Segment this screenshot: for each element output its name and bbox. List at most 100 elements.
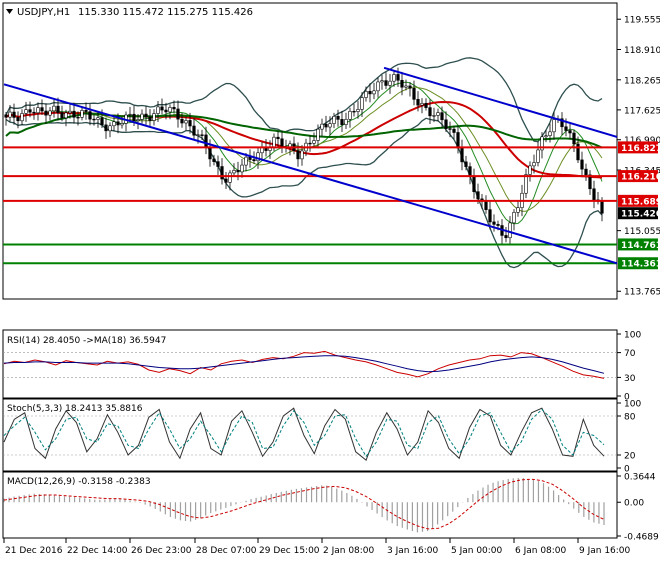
panel-tick-label: -0.4689 [624, 533, 659, 543]
candle-body [16, 117, 20, 122]
candle-body [228, 172, 232, 183]
candle-body [380, 80, 384, 83]
candle-body [60, 112, 64, 119]
candle-body [360, 97, 364, 110]
candle-body [576, 143, 580, 161]
panel-tick-label: 100 [624, 331, 641, 341]
candle-body [484, 200, 488, 210]
rsi-panel-frame [2, 329, 618, 399]
time-tick-label: 3 Jan 16:00 [387, 546, 439, 556]
candle-body [68, 110, 72, 114]
price-tick-label: 117.625 [624, 106, 660, 116]
candle-body [88, 111, 92, 120]
level-price-label-box [618, 170, 658, 183]
ma-medium-green-line [5, 86, 603, 212]
candle-body [400, 79, 404, 88]
candle-body [84, 110, 88, 112]
candle-body [240, 164, 244, 173]
candle-body [212, 158, 216, 162]
candle-body [92, 118, 96, 121]
candle-body [168, 107, 172, 113]
candle-body [300, 150, 304, 160]
candle-body [416, 99, 420, 106]
candle-body [532, 162, 536, 167]
candle-body [420, 102, 424, 106]
candle-body [64, 112, 68, 119]
candle-body [548, 131, 552, 137]
candle-body [100, 117, 104, 126]
candle-body [140, 113, 144, 120]
candle-body [200, 134, 204, 136]
trendline [383, 66, 618, 138]
candle-body [308, 142, 312, 145]
candle-body [280, 138, 284, 147]
candle-body [144, 113, 148, 118]
level-price-label: 115.689 [621, 197, 660, 207]
candle-body [172, 107, 176, 110]
candle-body [244, 156, 248, 166]
level-price-label-box [618, 238, 658, 251]
panel-tick-label: 0.3644 [624, 473, 656, 483]
candle-body [368, 90, 372, 95]
candle-body [592, 188, 596, 201]
price-series-layer [4, 57, 604, 269]
candle-body [148, 116, 152, 121]
candle-body [252, 159, 256, 162]
bollinger-upper-line [5, 57, 603, 143]
time-tick-label: 29 Dec 15:00 [259, 546, 320, 556]
candle-body [388, 80, 392, 86]
level-price-label: 114.361 [621, 260, 660, 270]
candle-body [572, 132, 576, 145]
candle-body [564, 126, 568, 131]
candle-body [540, 136, 544, 151]
candle-body [524, 174, 528, 194]
price-tick-label: 119.555 [624, 16, 660, 26]
current-price-label-box [618, 207, 658, 220]
candle-body [404, 85, 408, 88]
panel-tick-label: 0 [624, 393, 630, 403]
chart-header-symbol: USDJPY,H1 [17, 7, 70, 18]
candle-body [296, 150, 300, 160]
panel-tick-label: 80 [624, 413, 636, 423]
candle-body [72, 110, 76, 118]
candle-body [52, 105, 56, 112]
stoch-main-line [3, 407, 605, 462]
candle-body [312, 140, 316, 144]
price-tick-label: 115.055 [624, 227, 660, 237]
candle-body [340, 119, 344, 125]
candle-body [428, 107, 432, 117]
candle-body [600, 201, 604, 214]
price-tick-label: 113.765 [624, 288, 660, 298]
panel-tick-label: 20 [624, 452, 636, 462]
candle-body [120, 123, 124, 126]
candle-body [492, 221, 496, 225]
panel-tick-label: 0.00 [624, 499, 644, 509]
stoch-signal-line [3, 408, 605, 458]
candle-body [476, 191, 480, 200]
chart-header-ohlc: 115.330 115.472 115.275 115.426 [78, 7, 253, 18]
candle-body [364, 90, 368, 98]
candle-body [216, 161, 220, 167]
candle-body [436, 112, 440, 116]
candle-body [584, 168, 588, 176]
price-tick-label: 118.910 [624, 46, 660, 56]
candle-body [176, 108, 180, 120]
candle-body [156, 106, 160, 114]
candle-body [444, 119, 448, 129]
candle-body [392, 74, 396, 82]
candle-body [208, 146, 212, 160]
candle-body [48, 110, 52, 116]
trendline [3, 83, 618, 265]
candle-body [24, 109, 28, 114]
candle-body [164, 109, 168, 113]
price-tick-label: 118.265 [624, 76, 660, 86]
level-price-label-box [618, 257, 658, 270]
collapse-triangle-icon[interactable] [6, 9, 13, 14]
current-price-label: 115.426 [621, 210, 660, 220]
time-tick-label: 6 Jan 08:00 [515, 546, 567, 556]
candle-body [8, 111, 12, 118]
stoch-panel-label: Stoch(5,3,3) 18.2413 35.8816 [7, 404, 143, 414]
candle-body [256, 152, 260, 162]
